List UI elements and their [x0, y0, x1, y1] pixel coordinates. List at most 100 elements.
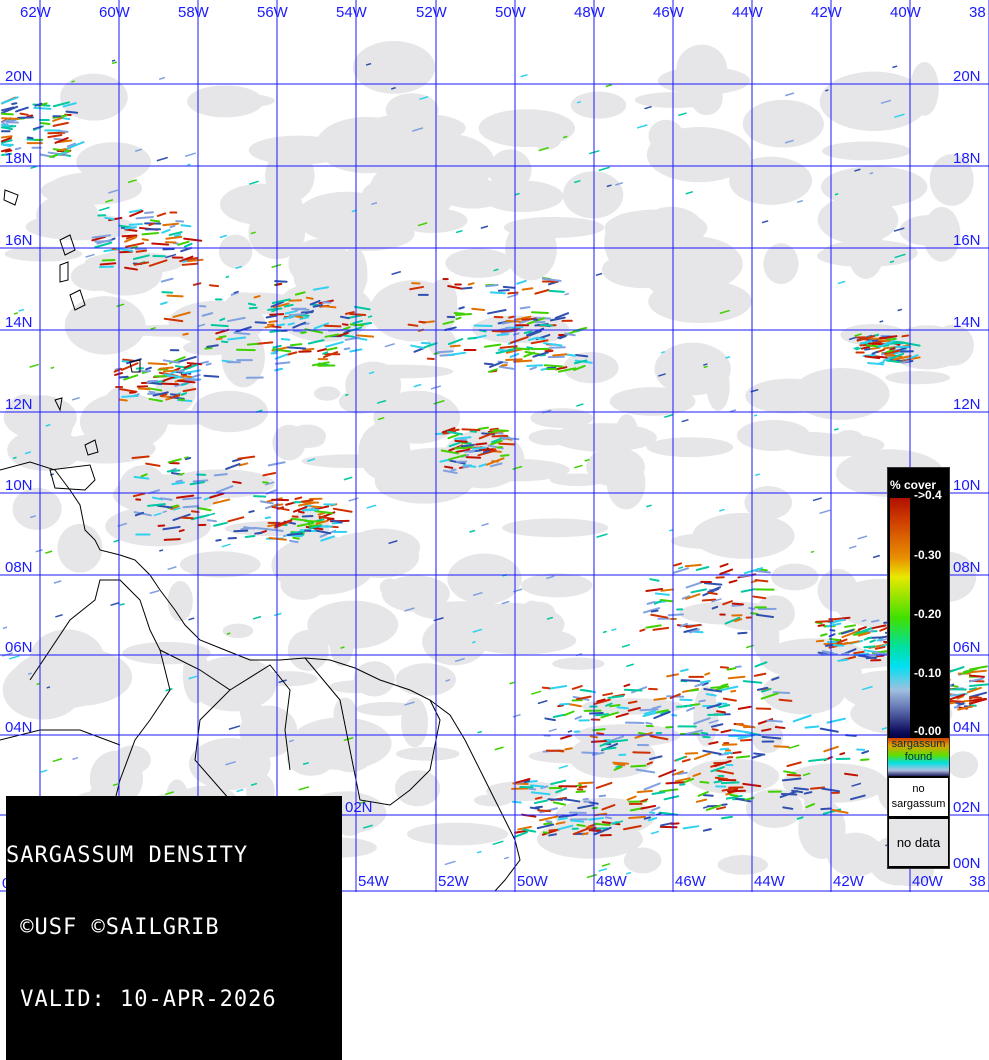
sargassum-patch: [263, 482, 268, 483]
sargassum-patch: [869, 344, 884, 345]
latitude-label: 04N: [5, 720, 33, 735]
sargassum-patch: [469, 283, 474, 284]
sargassum-patch: [666, 782, 684, 783]
sargassum-patch: [599, 869, 607, 871]
sargassum-patch: [344, 477, 352, 480]
no-data-area: [745, 379, 832, 414]
map-canvas: [0, 0, 989, 892]
sargassum-patch: [473, 448, 486, 449]
sargassum-patch: [596, 714, 608, 715]
sargassum-patch: [681, 669, 688, 671]
sargassum-patch: [729, 677, 745, 679]
sargassum-patch: [2, 125, 9, 126]
sargassum-patch: [122, 363, 138, 370]
sargassum-patch: [125, 229, 136, 230]
sargassum-patch: [871, 348, 879, 349]
sargassum-patch: [624, 685, 629, 687]
legend-tick: ->0.4: [914, 488, 942, 502]
sargassum-patch: [409, 325, 418, 326]
sargassum-patch: [651, 615, 667, 618]
sargassum-patch: [722, 817, 732, 818]
sargassum-patch: [569, 704, 581, 706]
sargassum-patch: [867, 345, 877, 346]
sargassum-patch: [646, 505, 651, 507]
sargassum-patch: [465, 451, 474, 452]
sargassum-patch: [112, 60, 115, 61]
sargassum-patch: [529, 789, 535, 790]
sargassum-patch: [248, 344, 257, 345]
sargassum-patch: [150, 591, 159, 594]
sargassum-patch: [628, 797, 636, 800]
sargassum-patch: [830, 634, 835, 636]
sargassum-patch: [582, 752, 597, 753]
sargassum-patch: [608, 696, 623, 698]
no-data-area: [885, 371, 950, 384]
sargassum-patch: [182, 518, 193, 519]
latitude-label: 14N: [953, 315, 981, 330]
sargassum-patch: [238, 457, 254, 459]
no-data-area: [168, 581, 193, 621]
sargassum-patch: [137, 251, 146, 252]
no-data-area: [763, 243, 798, 284]
sargassum-patch: [205, 348, 211, 349]
sargassum-patch: [171, 394, 176, 395]
sargassum-patch: [184, 239, 201, 241]
no-data-area: [771, 564, 818, 591]
sargassum-patch: [795, 788, 808, 789]
sargassum-patch: [669, 614, 683, 615]
sargassum-patch: [709, 593, 717, 594]
latitude-label: 08N: [5, 560, 33, 575]
no-data-area: [429, 621, 529, 642]
sargassum-patch: [411, 346, 423, 348]
no-data-area: [563, 171, 623, 218]
no-data-area: [644, 253, 694, 296]
sargassum-patch: [234, 531, 247, 532]
sargassum-patch: [548, 799, 562, 800]
sargassum-patch: [112, 62, 117, 63]
sargassum-patch: [36, 550, 43, 552]
sargassum-patch: [722, 782, 739, 783]
sargassum-patch: [119, 377, 127, 378]
sargassum-patch: [574, 465, 582, 468]
sargassum-patch: [20, 114, 27, 115]
longitude-label: 54W: [358, 874, 389, 889]
sargassum-patch: [859, 627, 866, 629]
sargassum-patch: [478, 731, 482, 732]
no-data-area: [818, 196, 899, 244]
sargassum-patch: [720, 749, 728, 750]
sargassum-patch: [438, 351, 453, 352]
sargassum-patch: [159, 550, 163, 551]
sargassum-patch: [821, 634, 826, 636]
caption-copyright: ©USF ©SAILGRIB: [6, 916, 342, 940]
sargassum-patch: [545, 365, 563, 366]
sargassum-patch: [291, 344, 302, 345]
sargassum-patch: [715, 781, 721, 782]
sargassum-patch: [732, 605, 741, 606]
sargassum-patch: [797, 201, 803, 203]
sargassum-patch: [419, 322, 425, 323]
sargassum-patch: [299, 512, 304, 513]
sargassum-patch: [480, 449, 493, 450]
sargassum-patch: [146, 464, 159, 466]
sargassum-patch: [272, 265, 282, 268]
sargassum-patch: [481, 524, 488, 526]
sargassum-patch: [160, 367, 173, 368]
sargassum-patch: [733, 604, 743, 605]
sargassum-patch: [603, 693, 612, 695]
longitude-label: 52W: [438, 874, 469, 889]
sargassum-patch: [553, 354, 566, 355]
sargassum-patch: [255, 296, 260, 297]
sargassum-patch: [183, 334, 188, 335]
sargassum-patch: [513, 802, 521, 803]
sargassum-patch: [531, 691, 541, 694]
sargassum-patch: [867, 657, 876, 658]
sargassum-patch: [476, 443, 486, 444]
sargassum-patch: [253, 617, 261, 619]
sargassum-patch: [660, 789, 677, 791]
sargassum-patch: [565, 711, 574, 715]
latitude-label: 10N: [953, 478, 981, 493]
sargassum-patch: [611, 629, 616, 631]
sargassum-patch: [669, 530, 673, 531]
sargassum-patch: [101, 263, 116, 264]
sargassum-patch: [265, 326, 271, 327]
